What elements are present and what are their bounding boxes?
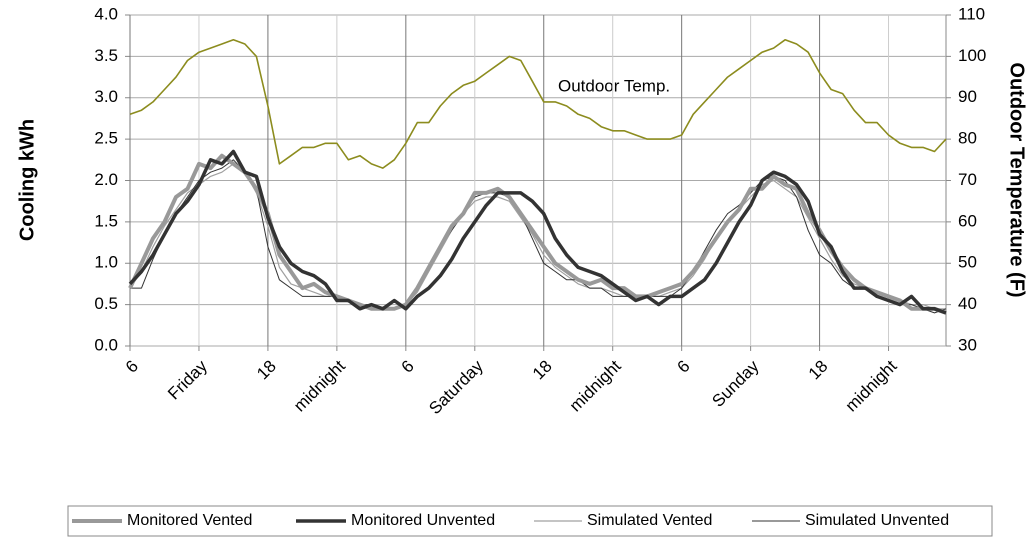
x-tick-label: 18 (253, 357, 280, 384)
y-tick-label: 1.0 (94, 253, 118, 272)
x-tick-label: 6 (674, 357, 694, 377)
y2-tick-label: 50 (958, 253, 977, 272)
series-line (128, 149, 947, 315)
x-tick-label: Sunday (708, 356, 763, 411)
legend-label: Monitored Vented (127, 512, 252, 529)
y2-tick-label: 110 (958, 4, 985, 23)
x-tick-label: 18 (529, 357, 556, 384)
series-line (130, 159, 947, 314)
x-tick-label: midnight (290, 356, 349, 415)
series-line (129, 163, 946, 310)
y2-tick-label: 60 (958, 211, 977, 230)
y2-tick-label: 70 (958, 170, 977, 189)
series-line (129, 39, 947, 169)
y-tick-label: 4.0 (94, 4, 118, 23)
y-tick-label: 3.5 (94, 46, 118, 65)
y-tick-label: 3.0 (94, 87, 118, 106)
x-tick-label: 6 (398, 357, 418, 377)
x-tick-label: midnight (842, 356, 901, 415)
y-tick-label: 1.5 (94, 211, 118, 230)
y-axis-title: Cooling kWh (16, 119, 38, 241)
y2-tick-label: 40 (958, 294, 977, 313)
annotation: Outdoor Temp. (558, 76, 670, 95)
y-tick-label: 0.0 (94, 335, 118, 354)
y2-axis-title: Outdoor Temperature (F) (1006, 62, 1028, 297)
x-tick-label: Saturday (425, 356, 487, 418)
legend (67, 505, 993, 537)
y-tick-label: 2.5 (94, 129, 118, 148)
legend-label: Monitored Unvented (351, 512, 495, 529)
y2-tick-label: 90 (958, 87, 977, 106)
y2-tick-label: 30 (958, 335, 977, 354)
legend-label: Simulated Unvented (805, 512, 949, 529)
series-line (128, 153, 947, 315)
y-tick-label: 0.5 (94, 294, 118, 313)
legend-label: Simulated Vented (587, 512, 712, 529)
y-tick-label: 2.0 (94, 170, 118, 189)
x-tick-label: 6 (122, 357, 142, 377)
y2-tick-label: 80 (958, 129, 977, 148)
x-tick-label: midnight (566, 356, 625, 415)
x-tick-label: Friday (164, 356, 211, 403)
y2-tick-label: 100 (958, 46, 986, 65)
x-tick-label: 18 (805, 357, 832, 384)
